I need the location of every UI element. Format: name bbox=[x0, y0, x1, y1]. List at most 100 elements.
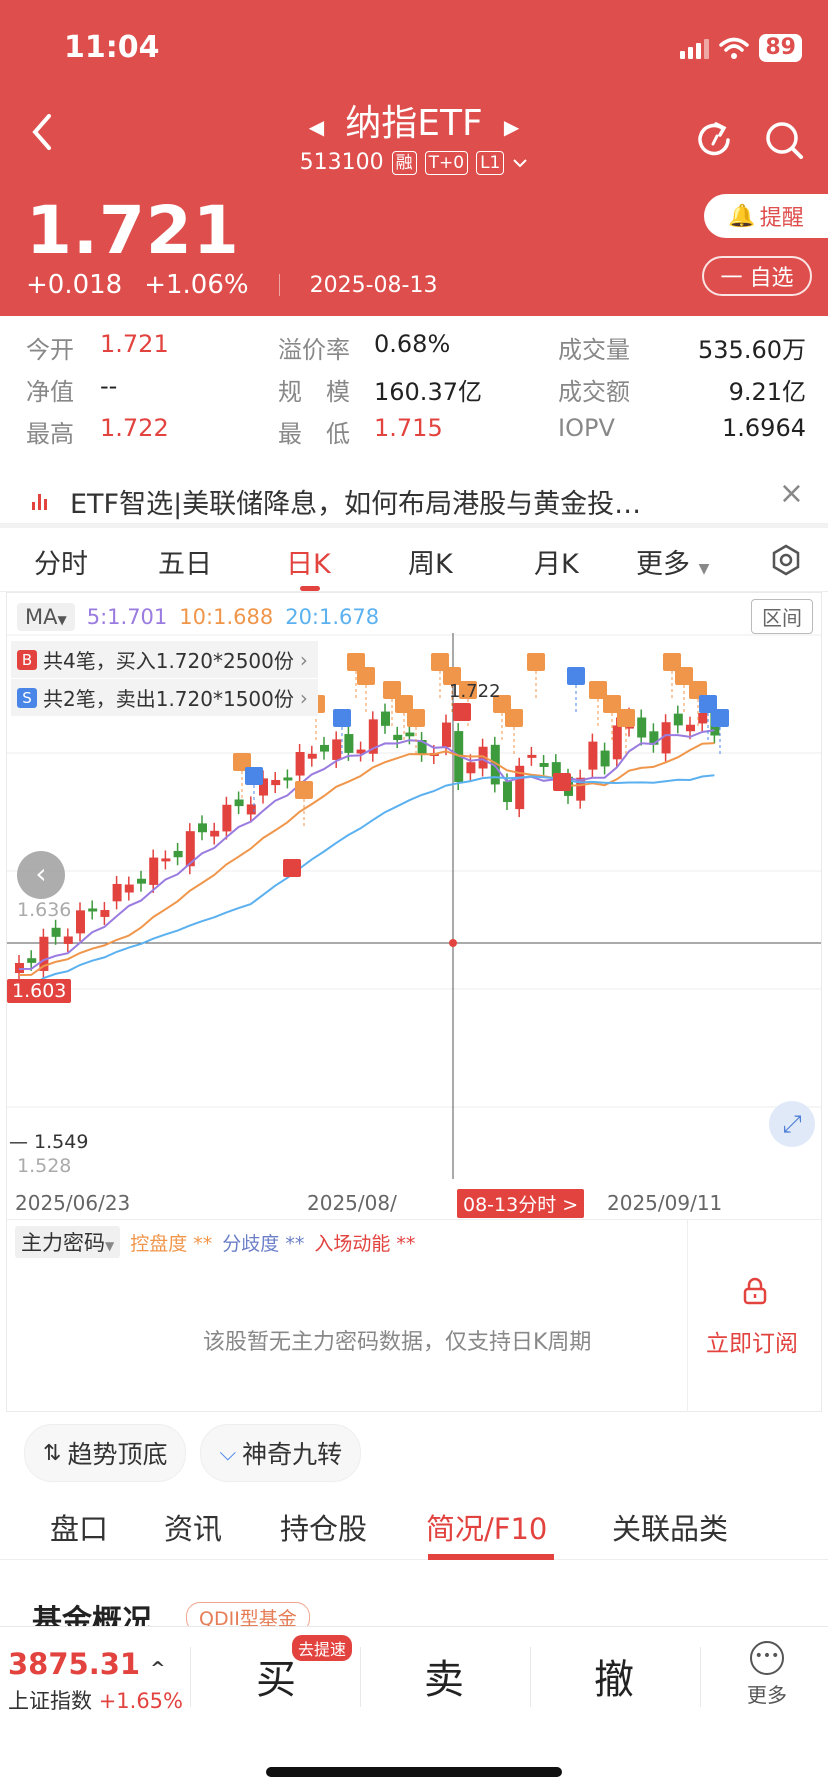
close-icon[interactable]: × bbox=[778, 476, 804, 511]
y-axis-label: 1.636 bbox=[17, 899, 72, 921]
tab-five-day[interactable]: 五日 bbox=[158, 549, 212, 580]
candle bbox=[393, 734, 403, 741]
tab-order-book[interactable]: 盘口 bbox=[50, 1512, 109, 1546]
kline-chart[interactable]: MA▼ 5:1.701 10:1.688 20:1.678 区间 B 共4笔，买… bbox=[6, 592, 822, 1412]
candle bbox=[686, 724, 695, 732]
trade-marker bbox=[663, 653, 681, 671]
candle bbox=[478, 746, 488, 769]
sell-trade-tip[interactable]: S 共2笔，卖出1.720*1500份 › bbox=[11, 679, 318, 716]
candle bbox=[466, 762, 476, 774]
tab-intraday[interactable]: 分时 bbox=[34, 549, 88, 580]
bell-icon: 🔔 bbox=[728, 203, 756, 229]
magic-nine-button[interactable]: ⌵ 神奇九转 bbox=[200, 1424, 362, 1482]
tab-monthly-k[interactable]: 月K bbox=[534, 549, 579, 580]
candle bbox=[27, 958, 37, 963]
bottom-action-bar: 3875.31 ^ 上证指数 +1.65% 买 去提速 卖 撤 ••• 更多 bbox=[0, 1626, 828, 1792]
fullscreen-icon[interactable]: ⤢ bbox=[769, 1101, 815, 1147]
indicator-message: 该股暂无主力密码数据，仅支持日K周期 bbox=[203, 1330, 592, 1355]
buy-marker bbox=[553, 773, 571, 791]
remind-button[interactable]: 🔔 提醒 bbox=[704, 194, 828, 238]
crosshair-dot bbox=[449, 939, 457, 947]
trade-marker bbox=[505, 709, 523, 727]
subscribe-area[interactable]: 立即订阅 bbox=[687, 1220, 821, 1412]
range-button[interactable]: 区间 bbox=[751, 599, 813, 634]
index-name[interactable]: 上证指数 +1.65% bbox=[8, 1689, 183, 1713]
buy-badge: B bbox=[17, 649, 37, 670]
date-end: 2025/09/11 bbox=[607, 1191, 723, 1215]
ma20-value: 20:1.678 bbox=[285, 605, 380, 629]
ma5-line bbox=[18, 729, 715, 970]
current-price: 1.721 bbox=[26, 192, 240, 269]
candle bbox=[673, 713, 683, 726]
prev-stock-icon[interactable]: ◀ bbox=[308, 114, 325, 139]
candle bbox=[600, 750, 610, 767]
title-wrap: ◀ 纳指ETF ▶ 513100 融 T+0 L1 bbox=[0, 94, 828, 175]
cancel-order-button[interactable]: 撤 bbox=[594, 1657, 634, 1703]
buy-button[interactable]: 买 bbox=[256, 1657, 296, 1703]
quote-premium: 溢价率 0.68% bbox=[278, 330, 451, 364]
tab-more[interactable]: 更多 ▼ bbox=[636, 549, 710, 580]
indicator-select[interactable]: 主力密码▼ bbox=[15, 1226, 121, 1258]
back-button[interactable] bbox=[22, 110, 62, 160]
trade-marker bbox=[443, 667, 461, 685]
next-stock-icon[interactable]: ▶ bbox=[503, 114, 520, 139]
candle bbox=[649, 731, 659, 745]
tab-daily-k[interactable]: 日K bbox=[286, 549, 331, 580]
news-banner[interactable]: ETF智选|美联储降息，如何布局港股与黄金投… × bbox=[0, 476, 828, 524]
candle bbox=[344, 734, 354, 753]
home-indicator bbox=[266, 1767, 562, 1777]
candle bbox=[210, 830, 220, 837]
quote-grid: 今开 1.721 净值 -- 最高 1.722 溢价率 0.68% 规 模 160.37亿… bbox=[0, 316, 828, 454]
speed-up-badge[interactable]: 去提速 bbox=[292, 1635, 353, 1661]
chevron-down-icon[interactable] bbox=[512, 157, 528, 169]
tab-news[interactable]: 资讯 bbox=[164, 1512, 223, 1546]
chart-back-button[interactable]: ‹ bbox=[17, 851, 65, 899]
more-button[interactable]: ••• 更多 bbox=[742, 1641, 792, 1708]
settings-icon[interactable] bbox=[770, 544, 802, 576]
candle bbox=[173, 850, 183, 858]
add-watchlist-button[interactable]: 一 自选 bbox=[702, 256, 812, 296]
news-text[interactable]: ETF智选|美联储降息，如何布局港股与黄金投… bbox=[70, 489, 642, 520]
status-icons: 89 bbox=[680, 34, 802, 62]
code-row: 513100 融 T+0 L1 bbox=[0, 150, 828, 175]
candle bbox=[368, 719, 378, 754]
search-icon[interactable] bbox=[762, 118, 806, 162]
status-bar: 11:04 89 bbox=[0, 0, 828, 96]
trend-top-bottom-button[interactable]: ⇅ 趋势顶底 bbox=[24, 1424, 187, 1482]
bar-chart-icon bbox=[32, 494, 47, 510]
lock-icon bbox=[743, 1277, 767, 1305]
tab-related[interactable]: 关联品类 bbox=[612, 1512, 729, 1546]
tab-weekly-k[interactable]: 周K bbox=[408, 549, 453, 580]
refresh-icon[interactable] bbox=[692, 118, 736, 162]
wave-icon: ⌵ bbox=[219, 1440, 237, 1466]
buy-trade-tip[interactable]: B 共4笔，买入1.720*2500份 › bbox=[11, 641, 318, 678]
tool-chips: ⇅ 趋势顶底 ⌵ 神奇九转 bbox=[24, 1424, 362, 1482]
trade-marker bbox=[407, 709, 425, 727]
quote-nav: 净值 -- bbox=[26, 372, 118, 406]
active-tab-indicator bbox=[300, 586, 320, 591]
sell-tip-text: 共2笔，卖出1.720*1500份 bbox=[43, 687, 294, 711]
candle bbox=[39, 936, 49, 971]
ma10-line bbox=[18, 742, 715, 976]
crosshair-date-button[interactable]: 08-13分时 > bbox=[457, 1189, 585, 1218]
trade-marker bbox=[431, 653, 449, 671]
candle bbox=[88, 908, 98, 912]
tab-profile-f10[interactable]: 简况/F10 bbox=[426, 1512, 548, 1546]
buy-marker bbox=[453, 703, 471, 721]
candle bbox=[576, 777, 586, 801]
price-change: +0.018 bbox=[26, 270, 123, 300]
candle bbox=[356, 749, 366, 754]
quote-low: 最 低 1.715 bbox=[278, 414, 443, 448]
candle bbox=[661, 722, 671, 754]
sell-button[interactable]: 卖 bbox=[424, 1657, 464, 1703]
ma-select[interactable]: MA▼ bbox=[17, 603, 75, 631]
candle bbox=[259, 778, 268, 796]
candle bbox=[539, 762, 549, 767]
candle bbox=[271, 779, 281, 786]
subscribe-button[interactable]: 立即订阅 bbox=[706, 1331, 798, 1357]
trade-marker bbox=[711, 709, 729, 727]
candle bbox=[515, 765, 525, 810]
index-value[interactable]: 3875.31 ^ bbox=[8, 1647, 166, 1681]
tab-holdings[interactable]: 持仓股 bbox=[280, 1512, 368, 1546]
trade-marker bbox=[383, 681, 401, 699]
